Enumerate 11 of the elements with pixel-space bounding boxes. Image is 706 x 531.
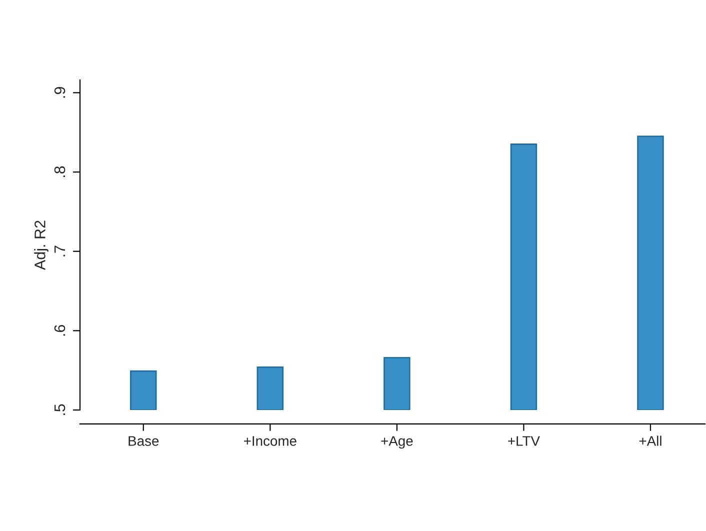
x-tick-label: +All xyxy=(639,436,662,446)
y-tick-label: .6 xyxy=(54,324,66,336)
y-tick-label: .9 xyxy=(54,87,66,98)
y-axis-title: Adj. R2 xyxy=(34,220,48,270)
y-tick-label: .7 xyxy=(54,246,66,256)
x-tick-label: +LTV xyxy=(508,436,540,446)
x-tick-label: +Income xyxy=(244,436,296,446)
x-tick-label: +Age xyxy=(381,436,413,449)
y-tick-label: .5 xyxy=(54,404,66,415)
y-tick-label: .8 xyxy=(54,166,66,177)
x-tick-label: Base xyxy=(128,436,159,446)
